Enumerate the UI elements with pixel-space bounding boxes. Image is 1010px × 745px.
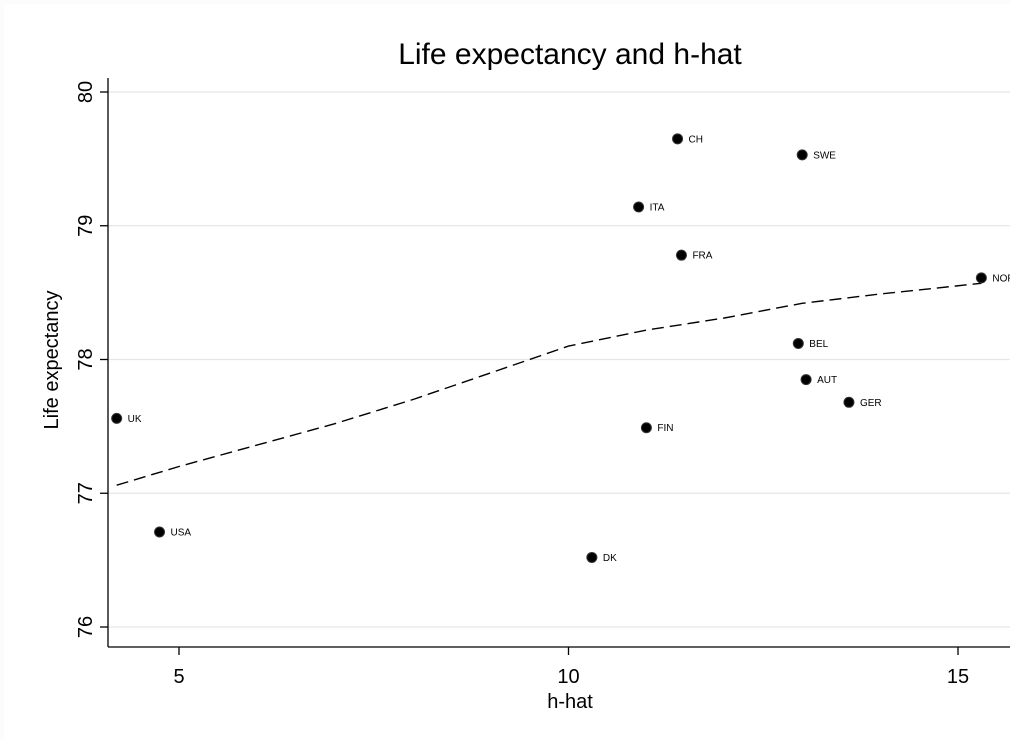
point-label-ita: ITA bbox=[650, 203, 665, 214]
point-label-ch: CH bbox=[689, 134, 703, 145]
fit-line bbox=[116, 282, 982, 486]
point-fra bbox=[675, 249, 687, 261]
point-fin bbox=[640, 422, 652, 434]
x-tick-label-15: 15 bbox=[947, 666, 969, 688]
chart-title: Life expectancy and h-hat bbox=[398, 38, 742, 71]
point-label-usa: USA bbox=[171, 528, 192, 539]
point-label-nor: NOR bbox=[992, 273, 1010, 284]
point-ita bbox=[633, 201, 645, 213]
plot-region-background bbox=[4, 4, 1010, 740]
point-label-aut: AUT bbox=[817, 375, 837, 386]
point-label-fin: FIN bbox=[657, 423, 673, 434]
point-bel bbox=[792, 337, 804, 349]
y-tick-label-76: 76 bbox=[75, 616, 97, 638]
point-label-bel: BEL bbox=[809, 339, 828, 350]
x-axis-label: h-hat bbox=[547, 691, 593, 713]
x-axis-ticks: 5 10 15 bbox=[173, 647, 969, 688]
x-tick-label-10: 10 bbox=[557, 666, 579, 688]
point-label-uk: UK bbox=[128, 414, 142, 425]
point-uk bbox=[111, 412, 123, 424]
y-tick-label-79: 79 bbox=[75, 215, 97, 237]
y-axis-label: Life expectancy bbox=[41, 291, 63, 430]
point-dk bbox=[586, 551, 598, 563]
gridlines bbox=[108, 91, 1010, 628]
point-label-fra: FRA bbox=[692, 251, 712, 262]
point-nor bbox=[975, 272, 987, 284]
point-label-ger: GER bbox=[860, 398, 882, 409]
x-tick-label-5: 5 bbox=[173, 666, 184, 688]
data-points: CH SWE ITA FRA NOR BEL AUT GER UK FIN USA DK bbox=[111, 133, 1010, 564]
y-axis-ticks: 76 77 78 79 80 bbox=[75, 81, 108, 638]
point-label-swe: SWE bbox=[813, 150, 836, 161]
y-tick-label-78: 78 bbox=[75, 348, 97, 370]
point-ch bbox=[672, 133, 684, 145]
point-aut bbox=[800, 374, 812, 386]
point-usa bbox=[154, 526, 166, 538]
point-ger bbox=[843, 396, 855, 408]
fit-line-group bbox=[116, 282, 982, 486]
y-tick-label-77: 77 bbox=[75, 482, 97, 504]
y-tick-label-80: 80 bbox=[75, 81, 97, 103]
point-label-dk: DK bbox=[603, 553, 617, 564]
point-swe bbox=[796, 149, 808, 161]
